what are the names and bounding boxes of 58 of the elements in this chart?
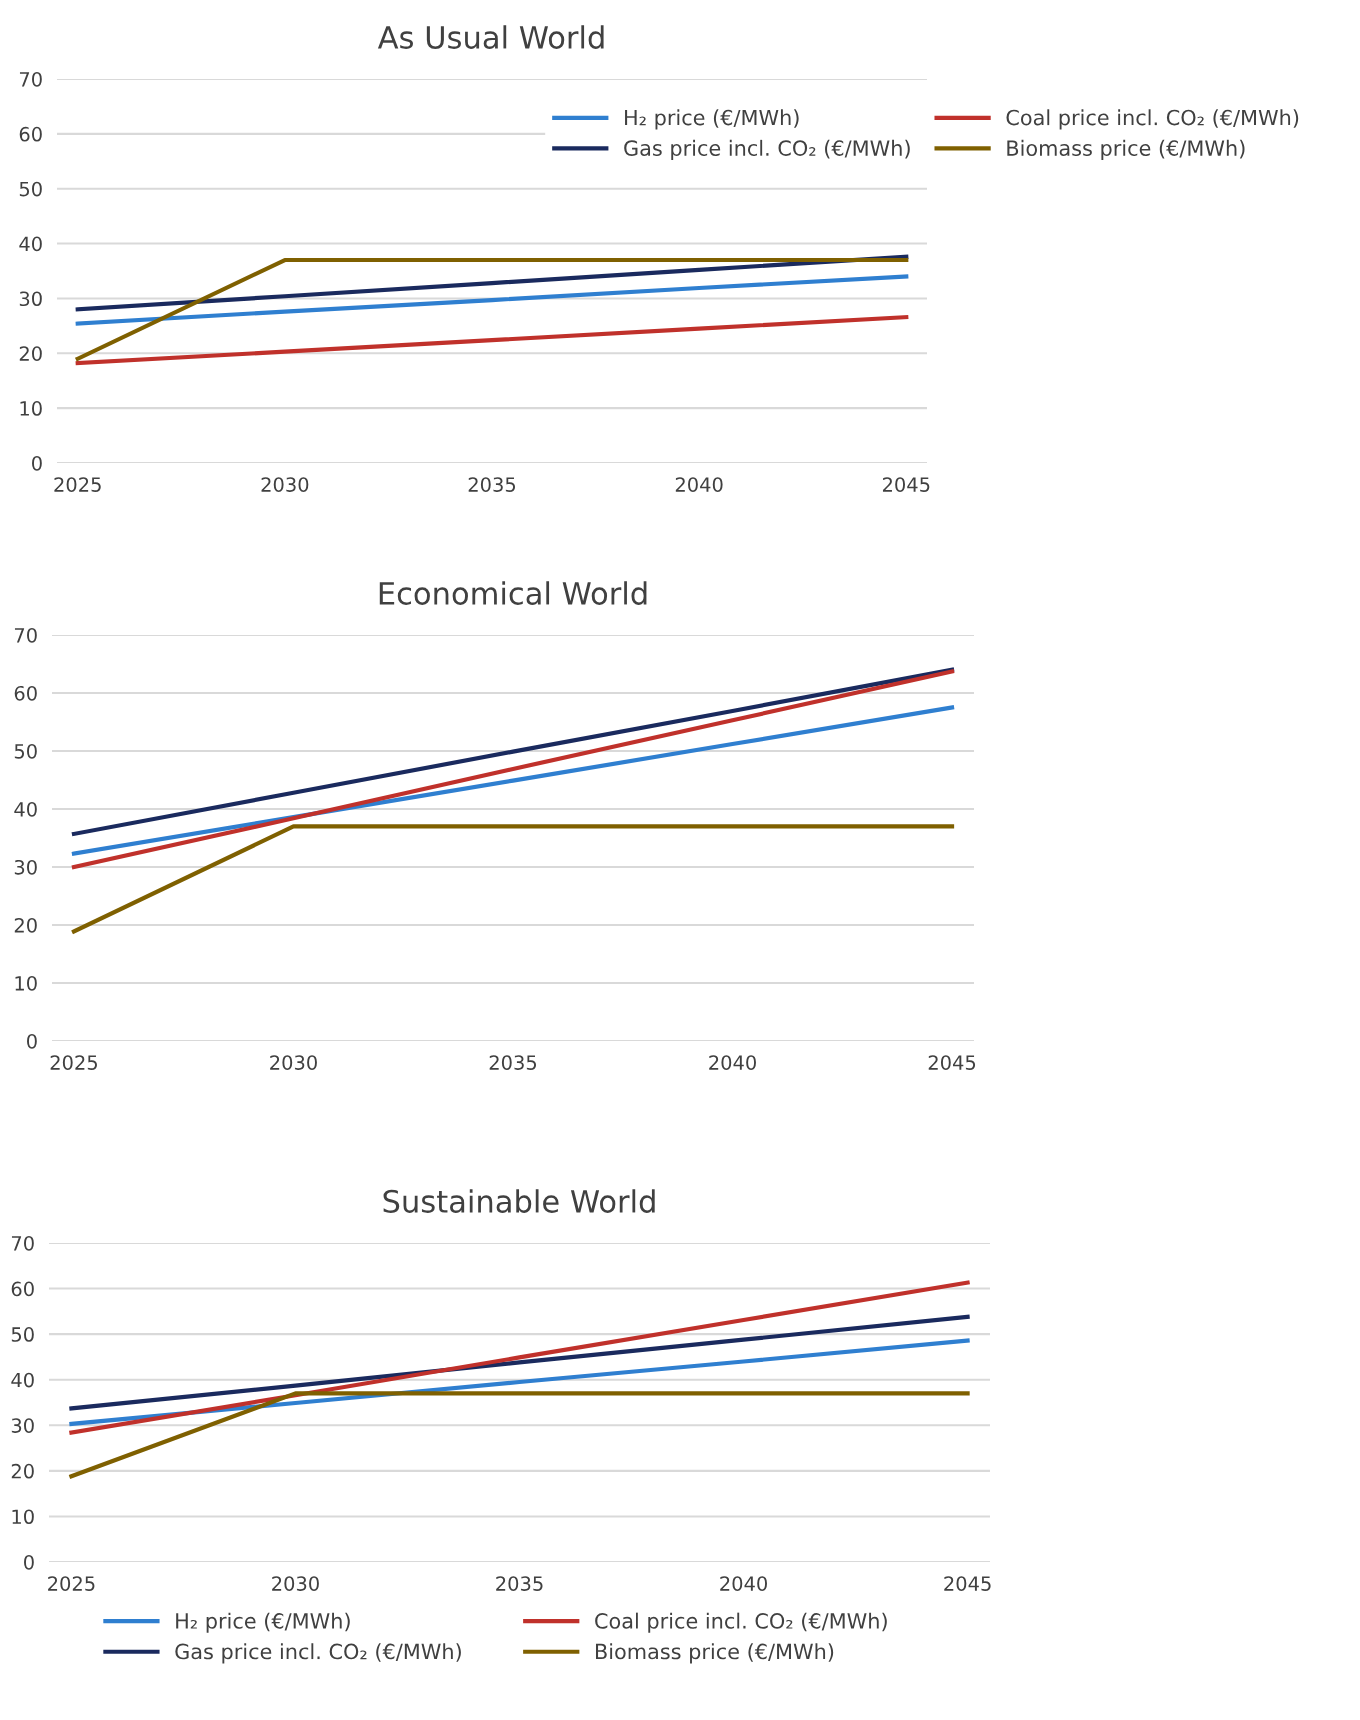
y-tick-label: 40 — [14, 801, 37, 817]
x-tick-label: 2045 — [928, 1055, 976, 1070]
x-tick-label: 2025 — [54, 477, 101, 492]
chart-title: Sustainable World — [383, 1189, 655, 1213]
y-tick-label: 20 — [14, 917, 37, 933]
legend-label: Coal price incl. CO₂ (€/MWh) — [1006, 109, 1299, 130]
y-tick-label: 0 — [27, 1033, 37, 1049]
legend-label: Biomass price (€/MWh) — [596, 1643, 834, 1664]
line-series — [71, 667, 955, 837]
chart-title: Economical World — [379, 581, 647, 605]
line-series — [75, 314, 909, 366]
legend-label: H₂ price (€/MWh) — [176, 1612, 350, 1633]
x-tick-label: 2030 — [270, 1055, 317, 1070]
x-tick-label: 2035 — [489, 1055, 537, 1070]
y-tick-label: 60 — [19, 126, 42, 142]
y-tick-label: 20 — [11, 1463, 34, 1479]
x-tick-label: 2035 — [496, 1576, 543, 1591]
y-tick-label: 70 — [11, 1235, 34, 1251]
line-series — [71, 669, 955, 870]
y-tick-label: 10 — [12, 1509, 34, 1525]
y-tick-label: 50 — [14, 743, 37, 759]
y-tick-label: 60 — [14, 685, 37, 701]
x-tick-label: 2030 — [261, 477, 309, 492]
x-tick-label: 2040 — [709, 1055, 756, 1070]
y-tick-label: 40 — [19, 236, 42, 252]
y-tick-label: 10 — [20, 401, 42, 416]
x-tick-label: 2045 — [944, 1576, 991, 1591]
line-series — [75, 254, 909, 312]
y-tick-label: 40 — [11, 1372, 34, 1388]
legend-label: Gas price incl. CO₂ (€/MWh) — [175, 1643, 461, 1664]
legend-label: H₂ price (€/MWh) — [625, 109, 799, 130]
line-series — [69, 1314, 970, 1411]
y-tick-label: 20 — [19, 346, 42, 361]
line-series — [69, 1280, 970, 1435]
legend-label: Gas price incl. CO₂ (€/MWh) — [624, 139, 910, 161]
line-series — [75, 274, 909, 326]
legend-label: Biomass price (€/MWh) — [1007, 139, 1245, 161]
x-tick-label: 2025 — [50, 1055, 97, 1070]
legend-label: Coal price incl. CO₂ (€/MWh) — [595, 1612, 887, 1633]
y-tick-label: 0 — [32, 455, 42, 471]
y-tick-label: 50 — [19, 181, 42, 197]
y-tick-label: 10 — [15, 975, 37, 991]
y-tick-label: 30 — [19, 291, 42, 307]
chart-title: As Usual World — [377, 25, 604, 49]
y-tick-label: 50 — [11, 1327, 34, 1342]
y-tick-label: 30 — [11, 1418, 34, 1433]
x-tick-label: 2045 — [882, 477, 930, 492]
y-tick-label: 70 — [19, 71, 42, 87]
line-series — [71, 705, 955, 856]
x-tick-label: 2025 — [48, 1576, 95, 1591]
y-tick-label: 60 — [11, 1281, 34, 1297]
x-tick-label: 2030 — [272, 1576, 319, 1591]
x-tick-label: 2040 — [675, 477, 723, 492]
y-tick-label: 30 — [14, 859, 37, 875]
y-tick-label: 0 — [24, 1554, 34, 1570]
x-tick-label: 2035 — [468, 477, 516, 492]
x-tick-label: 2040 — [720, 1576, 767, 1591]
y-tick-label: 70 — [14, 627, 37, 643]
